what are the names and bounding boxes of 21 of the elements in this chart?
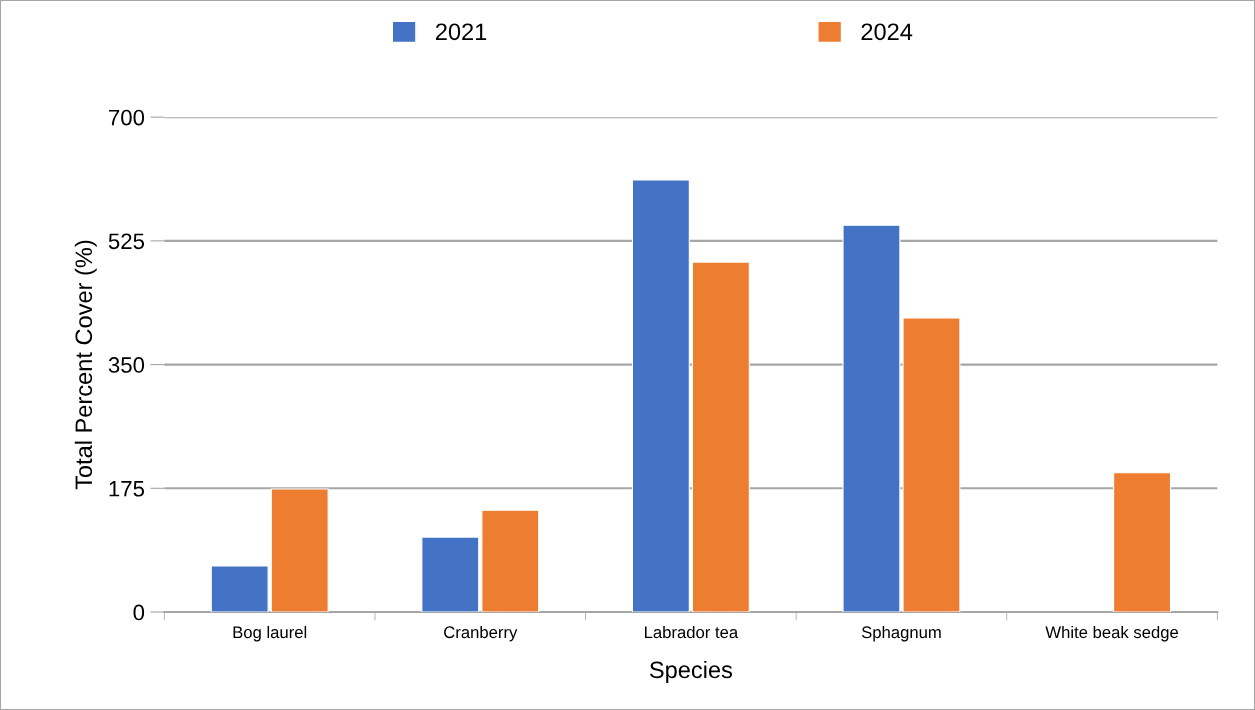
y-tick-label: 0 bbox=[133, 604, 145, 621]
x-tick-label: Labrador tea bbox=[644, 625, 739, 639]
x-tick-label: Bog laurel bbox=[233, 625, 307, 642]
y-tick-label: 175 bbox=[109, 481, 145, 497]
y-tick-label: 350 bbox=[108, 357, 145, 373]
x-tick-label: Cranberry bbox=[444, 625, 518, 642]
y-tick-label: 525 bbox=[108, 233, 145, 250]
bar bbox=[691, 261, 750, 613]
y-axis-title: Total Percent Cover (%) bbox=[74, 240, 97, 490]
bar bbox=[210, 565, 269, 613]
bar bbox=[631, 179, 690, 613]
x-axis-title: Species bbox=[649, 660, 733, 683]
legend-label: 2021 bbox=[435, 23, 487, 41]
bar bbox=[421, 536, 480, 613]
y-tick-label: 700 bbox=[109, 109, 145, 126]
legend-label: 2024 bbox=[861, 23, 913, 41]
bar bbox=[481, 509, 540, 613]
bar bbox=[270, 488, 329, 613]
x-tick-label: White beak sedge bbox=[1045, 625, 1179, 642]
x-tick-label: Sphagnum bbox=[861, 625, 941, 642]
bar bbox=[1113, 472, 1172, 613]
